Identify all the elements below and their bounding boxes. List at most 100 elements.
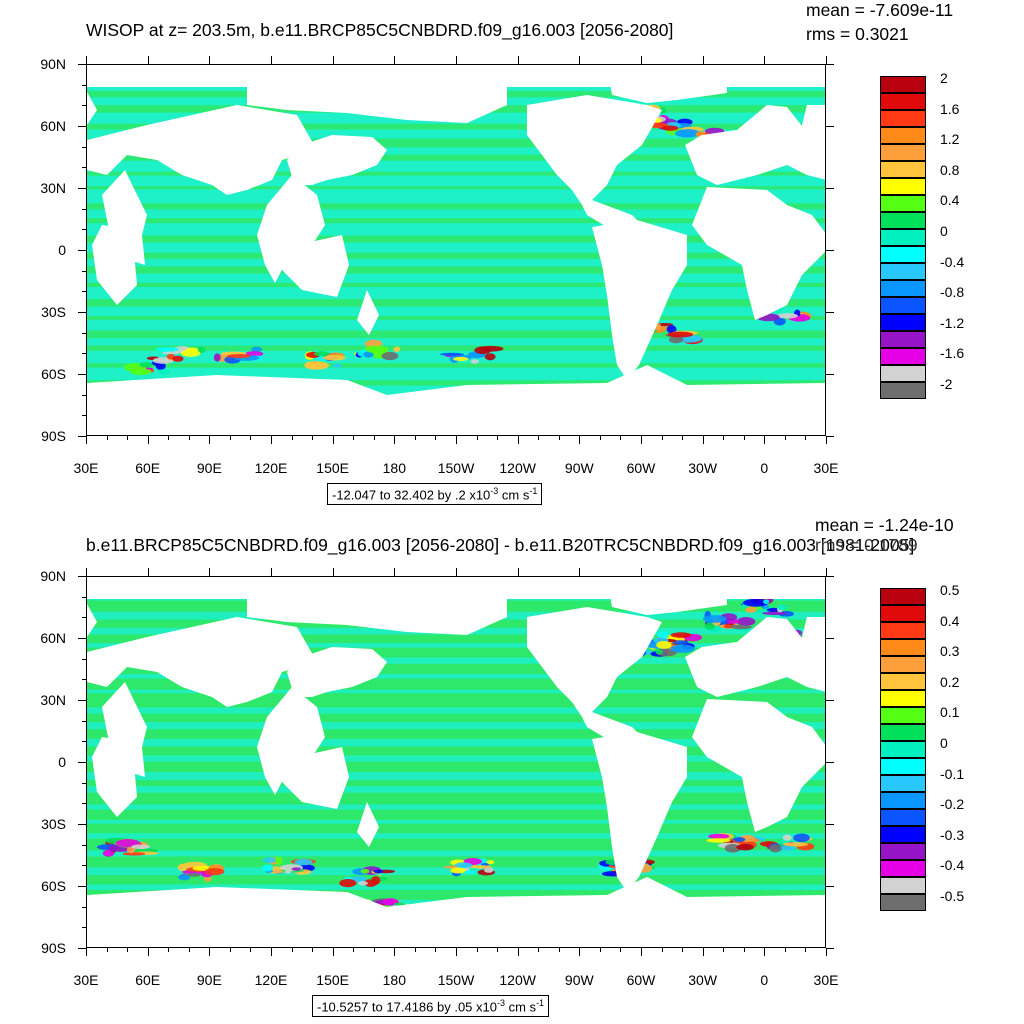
colorbar-label: -0.4 (940, 253, 965, 270)
colorbar-swatch (880, 93, 926, 110)
colorbar-swatch (880, 212, 926, 229)
colorbar-swatch (880, 724, 926, 741)
x-minor-tick (558, 948, 560, 952)
ocean-anomaly (736, 843, 754, 851)
ocean-band (87, 738, 825, 747)
y-tick-label: 60S (41, 366, 66, 382)
ocean-anomaly (332, 363, 342, 368)
x-major-tick (764, 56, 766, 64)
rms-value: rms = 0.3021 (806, 24, 909, 44)
y-tick-label: 0 (58, 754, 66, 770)
y-major-tick (78, 436, 86, 437)
ocean-anomaly (656, 641, 672, 649)
ocean-band (87, 370, 825, 379)
ocean-band (87, 689, 825, 694)
ocean-anomaly (450, 867, 466, 874)
ocean-band (87, 235, 825, 243)
y-minor-tick (82, 762, 86, 763)
plot-title: WISOP at z= 203.5m, b.e11.BRCP85C5CNBDRD… (86, 20, 674, 40)
y-minor-tick (82, 596, 86, 598)
land-mass (592, 732, 687, 892)
ocean-band (87, 252, 825, 261)
ocean-band (87, 315, 825, 320)
ocean-band (87, 363, 825, 368)
ocean-band (87, 890, 825, 897)
ocean-anomaly (674, 129, 701, 138)
x-minor-tick (456, 948, 457, 952)
x-tick-label: 90W (564, 972, 594, 988)
y-tick-label: 90N (40, 56, 66, 72)
x-major-tick (332, 568, 334, 576)
x-major-tick (147, 436, 149, 444)
x-major-tick (702, 56, 704, 64)
ocean-band (87, 380, 825, 386)
y-major-tick (78, 948, 86, 949)
y-minor-tick (82, 782, 86, 784)
x-major-tick (641, 436, 642, 444)
land-mass (527, 607, 662, 772)
y-tick-label: 60S (41, 878, 66, 894)
x-major-tick (209, 436, 211, 444)
x-minor-tick (250, 948, 252, 952)
ocean-anomaly (662, 125, 679, 131)
colorbar-swatch (880, 331, 926, 348)
y-major-tick (826, 126, 834, 127)
x-major-tick (271, 568, 272, 576)
y-tick-label: 90N (40, 568, 66, 584)
colorbar-label: 1.2 (940, 131, 960, 148)
y-minor-tick (82, 865, 86, 867)
ocean-anomaly (483, 867, 494, 873)
y-major-tick (826, 638, 834, 639)
contour-info-unit: cm s (498, 487, 530, 503)
x-major-tick (394, 568, 396, 576)
colorbar-swatch (880, 246, 926, 263)
y-minor-tick (82, 741, 86, 743)
colorbar-swatch (880, 707, 926, 724)
ocean-band (87, 130, 825, 140)
land-mass (607, 65, 727, 103)
y-tick-label: 60N (40, 630, 66, 646)
land-mass (287, 647, 387, 697)
contour-info-range: -12.047 to 32.402 by .2 x10 (332, 487, 491, 503)
x-minor-tick (209, 436, 211, 440)
land-mass (272, 225, 349, 297)
x-major-tick (456, 436, 457, 444)
plot-title: b.e11.BRCP85C5CNBDRD.f09_g16.003 [2056-2… (86, 535, 915, 555)
colorbar-swatch (880, 792, 926, 809)
x-minor-tick (517, 436, 519, 440)
y-minor-tick (82, 208, 86, 210)
colorbar-swatch (880, 690, 926, 707)
x-major-tick (456, 56, 457, 64)
x-minor-tick (414, 436, 416, 440)
x-tick-label: 90E (196, 460, 222, 476)
colorbar-label: 0.4 (940, 192, 960, 209)
ocean-band (87, 804, 825, 810)
x-major-tick (332, 436, 334, 444)
x-minor-tick (805, 436, 807, 440)
ocean-anomaly (464, 870, 475, 874)
x-minor-tick (682, 948, 684, 952)
colorbar-label: 0 (940, 223, 948, 239)
x-minor-tick (188, 436, 190, 440)
ocean-band (87, 722, 825, 730)
ocean-anomaly (358, 881, 368, 886)
x-minor-tick (599, 948, 601, 952)
ocean-band (87, 138, 825, 148)
y-minor-tick (82, 64, 86, 65)
x-minor-tick (620, 436, 622, 440)
ocean-map (86, 576, 826, 948)
colorbar-swatch (880, 673, 926, 690)
land-mass (257, 687, 325, 795)
x-major-tick (517, 436, 519, 444)
x-minor-tick (414, 948, 416, 952)
y-minor-tick (82, 886, 86, 887)
x-major-tick (517, 56, 519, 64)
ocean-anomaly (454, 862, 473, 868)
ocean-anomaly (314, 351, 330, 357)
ocean-band (87, 793, 825, 801)
land-mass (247, 577, 507, 635)
y-tick-label: 0 (58, 242, 66, 258)
x-major-tick (147, 948, 149, 956)
x-major-tick (826, 568, 827, 576)
colorbar-swatch (880, 263, 926, 280)
